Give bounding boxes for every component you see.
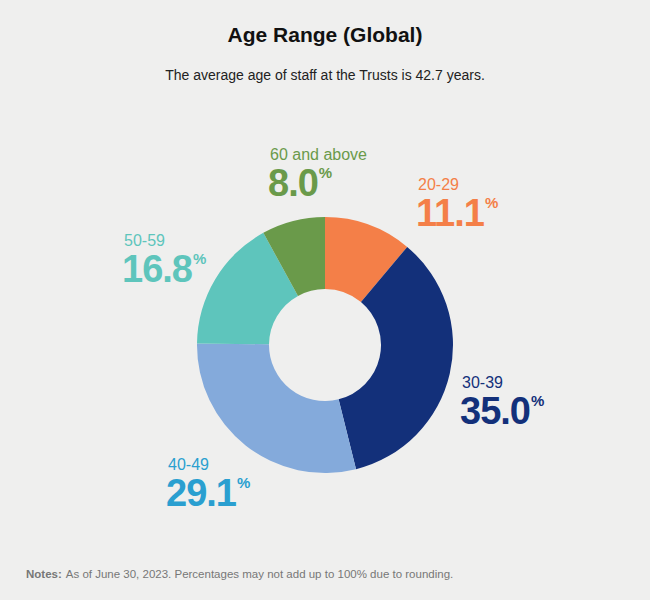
category-label: 60 and above <box>270 146 367 163</box>
subtitle: The average age of staff at the Trusts i… <box>165 67 485 83</box>
notes-text: As of June 30, 2023. Percentages may not… <box>66 568 453 580</box>
chart-svg: Age Range (Global) The average age of sta… <box>0 0 650 600</box>
value-label: 8.0% <box>268 162 332 204</box>
slice <box>263 217 325 296</box>
background <box>0 0 650 600</box>
value-label: 16.8% <box>122 248 206 290</box>
value-label: 35.0% <box>460 390 544 432</box>
category-label: 50-59 <box>124 232 165 249</box>
value-label: 11.1% <box>416 192 498 234</box>
slice <box>197 343 356 473</box>
labels: 20-2911.1% 30-3935.0% 40-4929.1% 50-5916.8%… <box>122 146 544 514</box>
category-label: 30-39 <box>462 374 503 391</box>
title: Age Range (Global) <box>228 23 423 46</box>
category-label: 20-29 <box>418 176 459 193</box>
category-label: 40-49 <box>168 456 209 473</box>
value-label: 29.1% <box>166 472 250 514</box>
notes-label: Notes: <box>26 568 62 580</box>
notes: Notes: As of June 30, 2023. Percentages m… <box>26 568 453 580</box>
slices <box>197 217 453 473</box>
slice <box>339 247 453 469</box>
